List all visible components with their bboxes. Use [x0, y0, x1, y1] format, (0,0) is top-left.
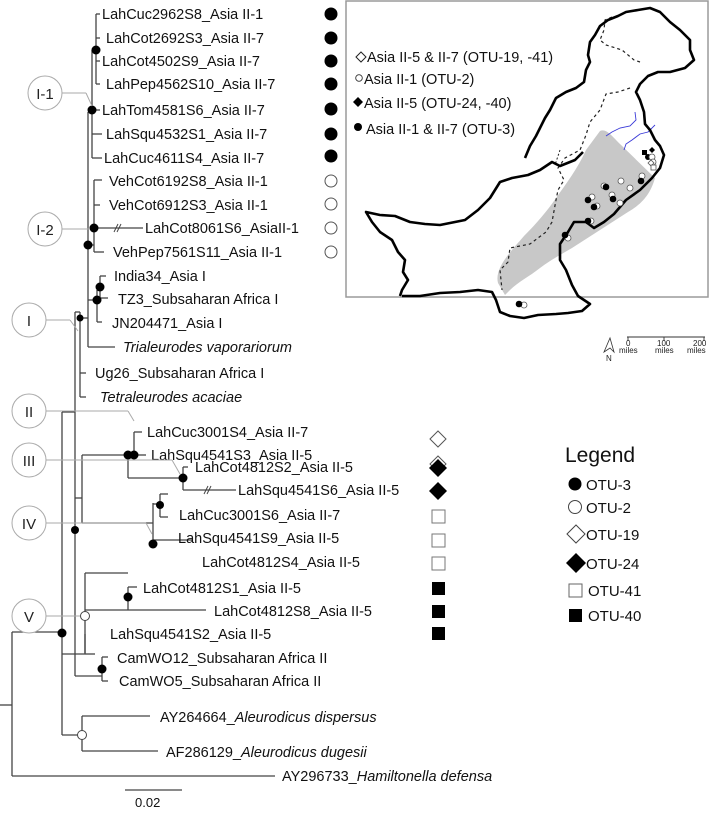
- taxon-label: LahCuc4611S4_Asia II-7: [104, 151, 264, 167]
- map-legend-label: Asia II-5 (OTU-24, -40): [364, 96, 511, 112]
- map-legend-label: Asia II-1 & II-7 (OTU-3): [366, 122, 515, 138]
- taxon-label: LahCot8061S6_AsiaII-1: [145, 221, 299, 237]
- taxon-label: Trialeurodes vaporariorum: [123, 340, 292, 356]
- legend-label: OTU-2: [586, 500, 631, 517]
- clade-labels: I-1 I-2 I II III IV V: [11, 75, 181, 634]
- open-diamond-icon: [566, 524, 586, 544]
- filled-square-icon: [569, 609, 582, 622]
- river: [605, 111, 637, 137]
- provincial-border: [599, 16, 641, 63]
- taxon-label: LahCot4812S2_Asia II-5: [195, 460, 353, 476]
- taxon-label: Ug26_Subsaharan Africa I: [95, 366, 264, 382]
- map-panel: Asia II-5 & II-7 (OTU-19, -41) Asia II-1…: [345, 0, 709, 363]
- taxon-labels: LahCuc2962S8_Asia II-1 LahCot2692S3_Asia…: [95, 7, 492, 785]
- taxon-label: AF286129_Aleurodicus dugesii: [166, 745, 368, 761]
- taxon-label: AY264664_Aleurodicus dispersus: [160, 710, 377, 726]
- branch-break-marks: [113, 223, 212, 495]
- legend-label: OTU-40: [588, 608, 641, 625]
- clade-label-i-1: I-1: [36, 86, 54, 103]
- svg-text:0: 0: [626, 339, 631, 348]
- open-circle-icon: [355, 74, 363, 82]
- clade-label-iv: IV: [22, 516, 36, 533]
- legend-title: Legend: [565, 444, 635, 467]
- taxon-label: VehPep7561S11_Asia II-1: [113, 245, 282, 261]
- taxon-label: VehCot6912S3_Asia II-1: [109, 198, 268, 214]
- legend-label: OTU-3: [586, 477, 631, 494]
- clade-label-v: V: [24, 609, 34, 626]
- cotton-belt-region: [497, 130, 655, 295]
- taxon-label: JN204471_Asia I: [112, 316, 222, 332]
- taxon-label: LahCot4812S8_Asia II-5: [214, 604, 372, 620]
- open-diamond-icon: [355, 51, 367, 63]
- clade-label-i-2: I-2: [36, 222, 54, 239]
- open-square-icon: [568, 583, 583, 598]
- otu-legend: Legend OTU-3 OTU-2 OTU-19 OTU-24 OTU-41 …: [565, 444, 641, 625]
- taxon-label: LahCuc3001S4_Asia II-7: [147, 425, 308, 441]
- taxon-label: LahSqu4541S2_Asia II-5: [110, 627, 271, 643]
- clade-label-ii: II: [25, 404, 33, 421]
- tree-scale-bar: 0.02: [125, 789, 182, 810]
- taxon-label: Tetraleurodes acaciae: [100, 390, 242, 406]
- filled-circle-icon: [568, 477, 582, 491]
- scale-bar-label: 0.02: [135, 795, 160, 810]
- sample-points: [515, 147, 657, 309]
- taxon-label: VehCot6192S8_Asia II-1: [109, 174, 268, 190]
- map-legend: Asia II-5 & II-7 (OTU-19, -41) Asia II-1…: [353, 50, 553, 138]
- legend-label: OTU-41: [588, 583, 641, 600]
- map-legend-label: Asia II-1 (OTU-2): [364, 72, 474, 88]
- node-support-dots: [57, 45, 188, 740]
- map-scale-bar: 0 miles 100 miles 200 miles: [619, 336, 707, 355]
- svg-text:miles: miles: [655, 346, 674, 355]
- taxon-label: LahSqu4541S6_Asia II-5: [238, 483, 399, 499]
- taxon-label: CamWO5_Subsaharan Africa II: [119, 674, 321, 690]
- filled-circle-icon: [354, 123, 362, 131]
- north-arrow: N: [603, 336, 615, 363]
- clade-label-i: I: [27, 313, 31, 330]
- filled-diamond-icon: [353, 97, 363, 107]
- taxon-label: LahSqu4532S1_Asia II-7: [106, 127, 267, 143]
- taxon-label: TZ3_Subsaharan Africa I: [118, 292, 278, 308]
- taxon-label: LahSqu4541S9_Asia II-5: [178, 531, 339, 547]
- taxon-label: LahSqu4541S3_Asia II-5: [151, 448, 312, 464]
- taxon-label: LahCot4502S9_Asia II-7: [102, 54, 260, 70]
- taxon-label: LahCuc3001S6_Asia II-7: [179, 508, 340, 524]
- svg-text:miles: miles: [619, 346, 638, 355]
- country-outline: [364, 6, 696, 320]
- taxon-label: LahCuc2962S8_Asia II-1: [102, 7, 263, 23]
- taxon-label: India34_Asia I: [114, 269, 206, 285]
- taxon-label: LahCot2692S3_Asia II-7: [106, 31, 264, 47]
- tree-branches: [0, 13, 275, 777]
- north-label: N: [606, 354, 612, 363]
- otu-markers: [324, 7, 447, 640]
- taxon-label: LahCot4812S4_Asia II-5: [202, 555, 360, 571]
- filled-diamond-icon: [566, 553, 586, 573]
- legend-label: OTU-19: [586, 527, 639, 544]
- taxon-label: LahTom4581S6_Asia II-7: [102, 103, 265, 119]
- svg-text:miles: miles: [687, 346, 706, 355]
- taxon-label: AY296733_Hamiltonella defensa: [282, 769, 492, 785]
- taxon-label: LahPep4562S10_Asia II-7: [106, 77, 275, 93]
- taxon-label: LahCot4812S1_Asia II-5: [143, 581, 301, 597]
- open-circle-icon: [568, 500, 582, 514]
- svg-text:200: 200: [693, 339, 707, 348]
- legend-label: OTU-24: [586, 556, 639, 573]
- clade-label-iii: III: [23, 453, 36, 470]
- taxon-label: CamWO12_Subsaharan Africa II: [117, 651, 327, 667]
- svg-text:100: 100: [657, 339, 671, 348]
- map-legend-label: Asia II-5 & II-7 (OTU-19, -41): [367, 50, 553, 66]
